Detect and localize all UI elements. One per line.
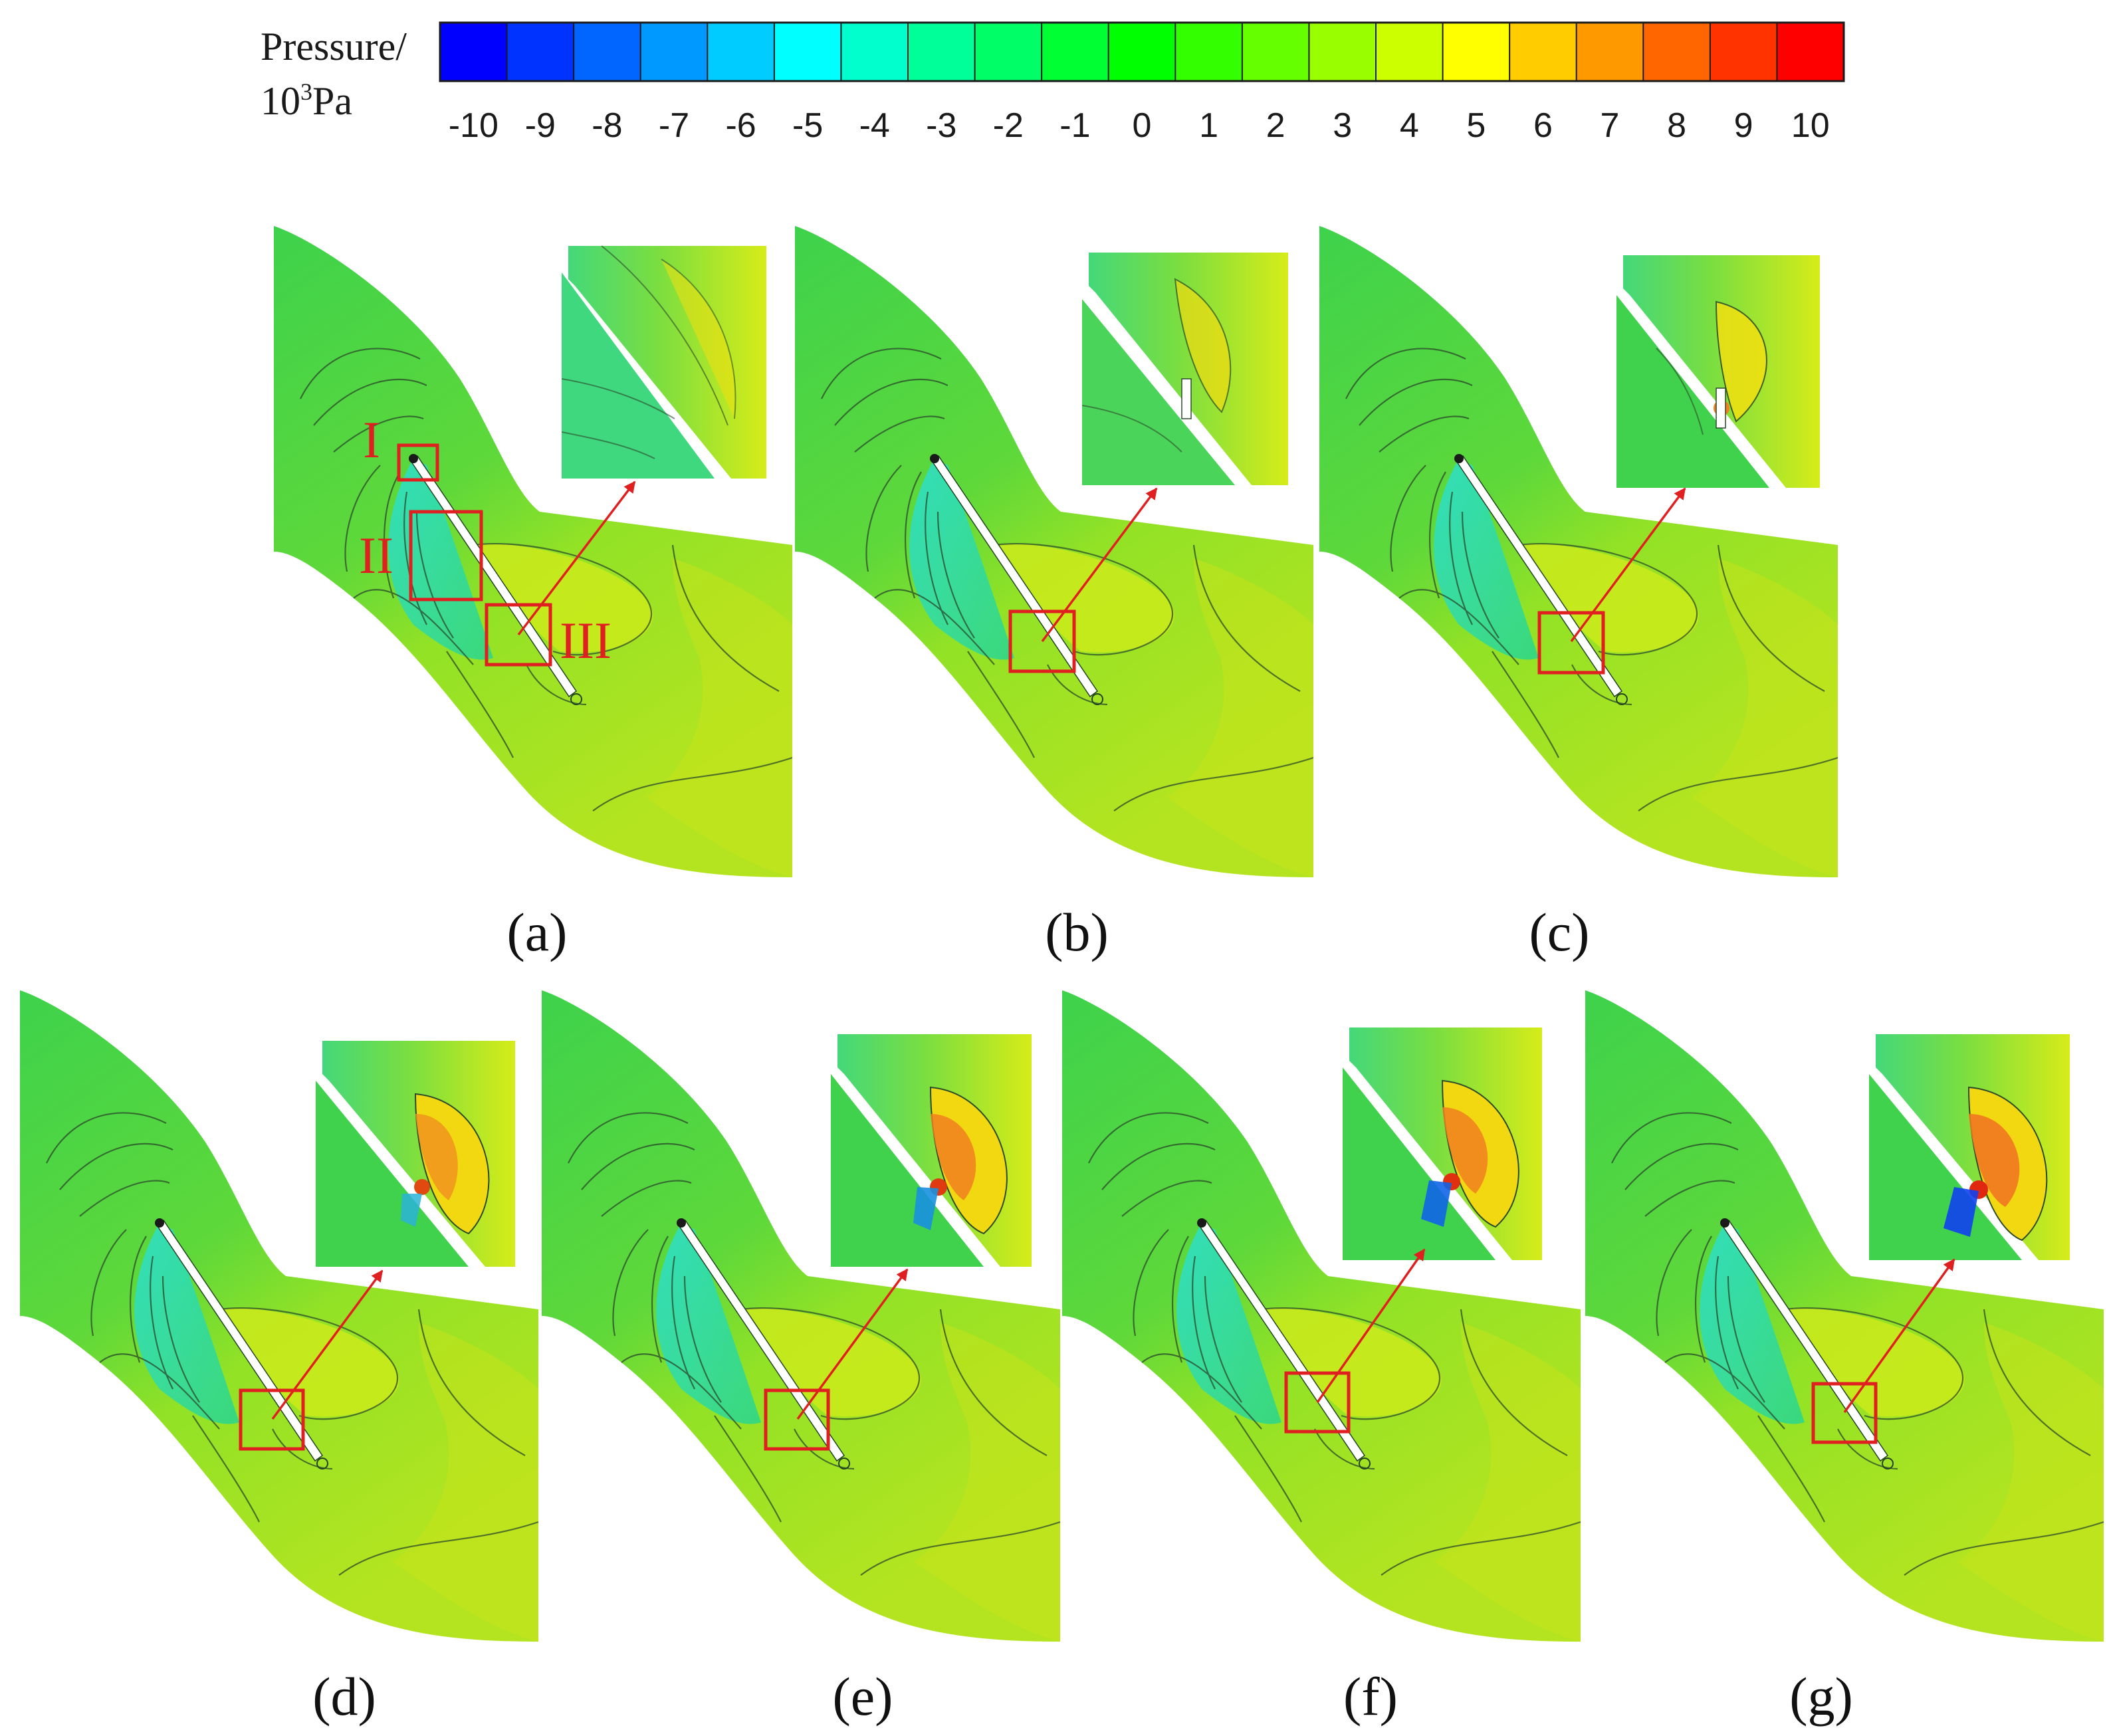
colorbar-title-line1: Pressure/ <box>261 25 407 68</box>
colorbar-swatch <box>506 22 575 82</box>
colorbar-tick-label: 10 <box>1791 106 1830 145</box>
colorbar-tick-label: -10 <box>449 106 499 145</box>
colorbar-tick-label: 3 <box>1333 106 1352 145</box>
panel-d: (d) <box>19 989 540 1727</box>
colorbar-swatch <box>1375 22 1444 82</box>
colorbar-swatches <box>439 21 1845 82</box>
inset-f <box>1343 1028 1542 1260</box>
colorbar-tick-label: -9 <box>525 106 556 145</box>
region-box-III <box>485 603 552 667</box>
colorbar-tick-label: 1 <box>1199 106 1218 145</box>
inset-arrow-b <box>1041 487 1158 643</box>
panel-label-g: (g) <box>1789 1666 1853 1727</box>
colorbar-swatch <box>1709 22 1778 82</box>
colorbar-swatch <box>1041 22 1110 82</box>
colorbar-tick-label: -3 <box>926 106 956 145</box>
region-box-b <box>1008 609 1076 673</box>
inset-arrow-f <box>1316 1248 1426 1404</box>
colorbar-tick-labels: -10 -9 -8 -7 -6 -5 -4 -3 -2 -1 0 1 2 3 4 5 6 7 8 9 10 <box>449 106 1830 145</box>
colorbar-swatch <box>439 22 508 82</box>
colorbar-swatch <box>707 22 776 82</box>
colorbar-tick-label: -6 <box>725 106 756 145</box>
colorbar-tick-label: 6 <box>1533 106 1553 145</box>
colorbar-swatch <box>1107 22 1176 82</box>
colorbar-tick-label: 0 <box>1133 106 1152 145</box>
colorbar-tick-label: 4 <box>1400 106 1419 145</box>
colorbar-swatch <box>1509 22 1578 82</box>
colorbar-tick-label: -8 <box>592 106 622 145</box>
region-box-d <box>239 1388 305 1451</box>
panel-c: (c) <box>1318 225 1839 962</box>
colorbar-tick-label: 9 <box>1734 106 1753 145</box>
inset-c <box>1616 255 1820 488</box>
colorbar-swatch <box>974 22 1043 82</box>
region-box-c <box>1537 611 1605 675</box>
region-box-f <box>1284 1371 1351 1434</box>
colorbar-title-line2: 103Pa <box>261 78 352 123</box>
colorbar-frame <box>439 21 1845 82</box>
inset-arrow-d <box>271 1269 384 1420</box>
panel-f: (f) <box>1061 989 1582 1727</box>
colorbar-tick-label: -1 <box>1059 106 1090 145</box>
colorbar-swatch <box>773 22 842 82</box>
panel-label-b: (b) <box>1045 902 1109 962</box>
panel-e: (e) <box>540 989 1061 1727</box>
panel-label-c: (c) <box>1529 902 1589 962</box>
colorbar-tick-label: 7 <box>1601 106 1620 145</box>
inset-arrow-g <box>1843 1258 1955 1414</box>
colorbar-swatch <box>1241 22 1310 82</box>
colorbar-swatch <box>1776 22 1845 82</box>
panel-label-a: (a) <box>506 902 567 962</box>
region-label-III: III <box>560 611 611 669</box>
colorbar-swatch <box>1174 22 1244 82</box>
inset-arrow-e <box>796 1268 909 1420</box>
colorbar-tick-label: -4 <box>859 106 890 145</box>
colorbar-swatch <box>573 22 642 82</box>
colorbar-swatch <box>907 22 976 82</box>
colorbar-swatch <box>840 22 909 82</box>
region-box-e <box>764 1388 830 1451</box>
colorbar-tick-label: 5 <box>1466 106 1486 145</box>
region-label-II: II <box>359 526 393 584</box>
region-box-g <box>1811 1382 1878 1444</box>
inset-d <box>316 1041 515 1267</box>
panel-b: (b) <box>794 225 1315 962</box>
panel-label-e: (e) <box>832 1666 893 1727</box>
region-box-II <box>409 510 483 601</box>
colorbar-swatch <box>1308 22 1377 82</box>
inset-g <box>1869 1034 2070 1260</box>
inset-b <box>1081 253 1288 485</box>
region-box-I <box>397 443 439 482</box>
colorbar-swatch <box>1642 22 1712 82</box>
colorbar-tick-label: -2 <box>993 106 1024 145</box>
colorbar-swatch <box>1575 22 1644 82</box>
inset-arrow-a <box>517 481 636 636</box>
colorbar-swatch <box>1442 22 1511 82</box>
inset-arrow-c <box>1570 487 1686 643</box>
panel-g: (g) <box>1584 989 2105 1727</box>
region-label-I: I <box>363 411 380 469</box>
colorbar-tick-label: -7 <box>659 106 689 145</box>
panel-label-f: (f) <box>1343 1666 1398 1727</box>
colorbar-tick-label: 2 <box>1266 106 1285 145</box>
colorbar-swatch <box>639 22 709 82</box>
panel-label-d: (d) <box>312 1666 376 1727</box>
pressure-colorbar: -10 -9 -8 -7 -6 -5 -4 -3 -2 -1 0 1 2 3 4 5 6 7 8 9 10 Pressu… <box>261 21 1845 145</box>
panel-a: I II III (a) <box>273 225 794 962</box>
inset-a <box>561 245 766 479</box>
colorbar-tick-label: 8 <box>1667 106 1686 145</box>
inset-e <box>831 1034 1032 1267</box>
colorbar-tick-label: -5 <box>792 106 823 145</box>
